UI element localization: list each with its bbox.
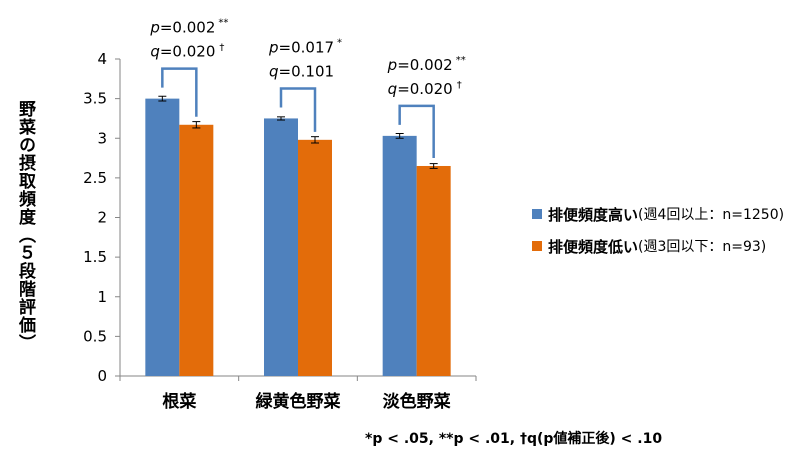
x-category-label: 淡色野菜 [383, 391, 452, 412]
x-category-label: 緑黄色野菜 [256, 391, 342, 412]
bar [145, 98, 180, 376]
legend-swatch-low [532, 241, 542, 251]
annotation-q: q=0.101 [269, 62, 334, 80]
annotation-q: q=0.020 † [388, 80, 462, 98]
y-tick-label: 1 [97, 288, 107, 306]
y-tick-label: 3 [97, 129, 107, 147]
y-tick-label: 2 [97, 209, 107, 227]
legend-label-high: 排便頻度高い [548, 205, 639, 224]
legend-item-high: 排便頻度高い (週4回以上：n=1250) [532, 202, 784, 226]
bar [382, 135, 417, 376]
annotation-q: q=0.020 † [150, 43, 224, 61]
bar [298, 139, 332, 376]
bar [264, 118, 298, 376]
legend-item-low: 排便頻度低い (週3回以下：n=93) [532, 234, 784, 258]
legend-detail-high: (週4回以上：n=1250) [638, 207, 785, 223]
legend: 排便頻度高い (週4回以上：n=1250) 排便頻度低い (週3回以下：n=93… [532, 202, 784, 266]
legend-detail-low: (週3回以下：n=93) [638, 239, 767, 255]
y-tick-label: 4 [97, 50, 107, 68]
y-tick-label: 0.5 [83, 327, 107, 345]
bar [416, 165, 451, 376]
significance-bracket [279, 87, 317, 132]
annotation-p: p=0.017 * [268, 37, 342, 56]
annotation-p: p=0.002 ** [149, 18, 228, 37]
footnote: *p < .05, **p < .01, †q(p値補正後) < .10 [365, 431, 663, 447]
y-tick-label: 0 [97, 367, 107, 385]
annotation-p: p=0.002 ** [387, 55, 466, 74]
significance-bracket [161, 67, 198, 117]
x-category-label: 根菜 [162, 391, 197, 412]
bar [179, 124, 214, 376]
y-tick-label: 3.5 [83, 90, 107, 108]
legend-swatch-high [532, 209, 542, 219]
y-axis-label: 野菜の摂取頻度（５段階評価） [15, 100, 35, 352]
significance-bracket [398, 104, 435, 158]
legend-label-low: 排便頻度低い [548, 237, 639, 256]
y-tick-label: 2.5 [83, 169, 107, 187]
y-tick-label: 1.5 [83, 248, 107, 266]
